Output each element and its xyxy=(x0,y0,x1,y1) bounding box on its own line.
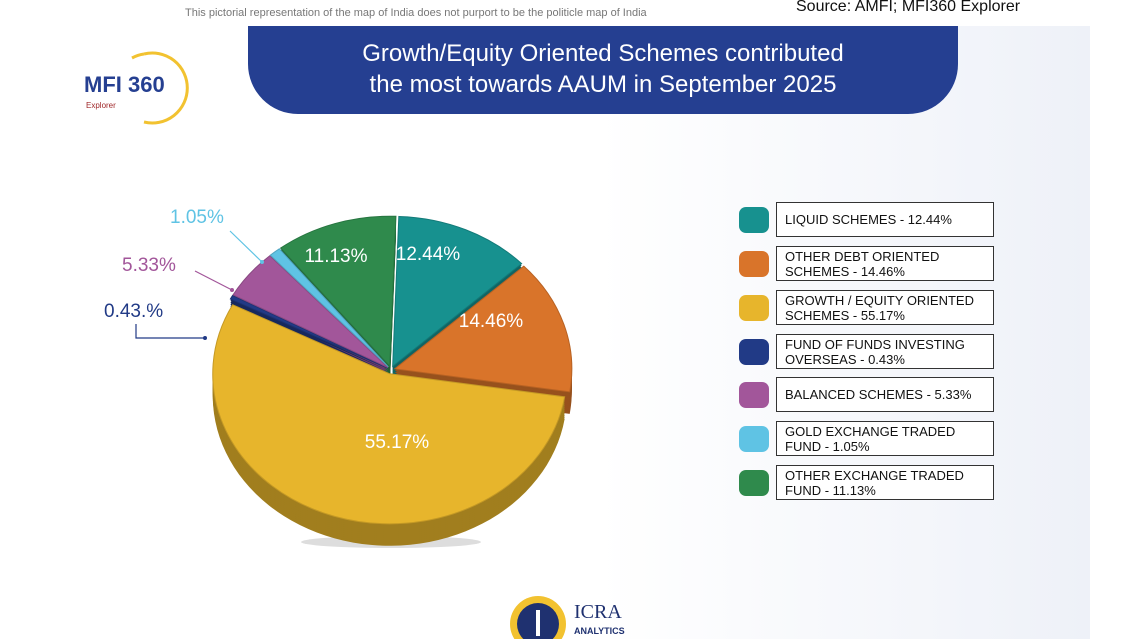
icra-sub: ANALYTICS xyxy=(574,626,625,636)
logo-sub: Explorer xyxy=(86,101,116,110)
data-label: 0.43.% xyxy=(104,301,163,322)
legend-item: BALANCED SCHEMES - 5.33% xyxy=(739,377,999,412)
legend-swatch xyxy=(739,207,769,233)
icra-analytics-logo: ICRA ANALYTICS xyxy=(510,596,625,639)
leader-line xyxy=(229,230,263,263)
leader-line xyxy=(135,324,205,339)
legend-swatch xyxy=(739,251,769,277)
source-note: Source: AMFI; MFI360 Explorer xyxy=(796,0,1021,15)
legend-item: FUND OF FUNDS INVESTING OVERSEAS - 0.43% xyxy=(739,334,999,369)
legend-item: OTHER DEBT ORIENTED SCHEMES - 14.46% xyxy=(739,246,999,281)
legend-swatch xyxy=(739,426,769,452)
data-label: 12.44% xyxy=(396,244,461,265)
legend-swatch xyxy=(739,295,769,321)
legend-swatch xyxy=(739,382,769,408)
data-label: 5.33% xyxy=(122,255,176,276)
pie-slice-4 xyxy=(232,255,389,368)
title-line-2: the most towards AAUM in September 2025 xyxy=(369,71,837,98)
pie-slice-2 xyxy=(212,304,566,525)
legend-label: OTHER DEBT ORIENTED SCHEMES - 14.46% xyxy=(776,246,994,281)
data-label: 11.13% xyxy=(304,246,367,267)
icra-main: ICRA xyxy=(574,601,622,623)
legend-label: GROWTH / EQUITY ORIENTED SCHEMES - 55.17… xyxy=(776,290,994,325)
pie-slice-6 xyxy=(279,215,397,368)
disclaimer: This pictorial representation of the map… xyxy=(185,7,647,19)
legend-label: BALANCED SCHEMES - 5.33% xyxy=(776,377,994,412)
leader-dot xyxy=(203,336,207,340)
data-label: 1.05% xyxy=(170,207,224,228)
leader-dot xyxy=(230,288,234,292)
legend-swatch xyxy=(739,339,769,365)
pie-slice-0 xyxy=(392,215,523,368)
legend-label: GOLD EXCHANGE TRADED FUND - 1.05% xyxy=(776,421,994,456)
legend-item: LIQUID SCHEMES - 12.44% xyxy=(739,202,999,237)
pie-slice-3 xyxy=(229,294,388,369)
legend-item: GOLD EXCHANGE TRADED FUND - 1.05% xyxy=(739,421,999,456)
leader-dot xyxy=(260,260,264,264)
legend-swatch xyxy=(739,470,769,496)
pie-slice-1 xyxy=(393,265,573,393)
mfi360-logo: MFI 360 Explorer xyxy=(84,51,189,125)
legend-label: FUND OF FUNDS INVESTING OVERSEAS - 0.43% xyxy=(776,334,994,369)
pie-slice-5 xyxy=(269,248,389,368)
title-line-1: Growth/Equity Oriented Schemes contribut… xyxy=(362,40,844,67)
legend-item: OTHER EXCHANGE TRADED FUND - 11.13% xyxy=(739,465,999,500)
legend-label: OTHER EXCHANGE TRADED FUND - 11.13% xyxy=(776,465,994,500)
logo-main: MFI 360 xyxy=(84,72,165,97)
data-label: 55.17% xyxy=(365,432,430,453)
data-label: 14.46% xyxy=(459,311,524,332)
legend-item: GROWTH / EQUITY ORIENTED SCHEMES - 55.17… xyxy=(739,290,999,325)
chart-title: Growth/Equity Oriented Schemes contribut… xyxy=(248,26,958,114)
legend-label: LIQUID SCHEMES - 12.44% xyxy=(776,202,994,237)
leader-line xyxy=(194,270,233,291)
